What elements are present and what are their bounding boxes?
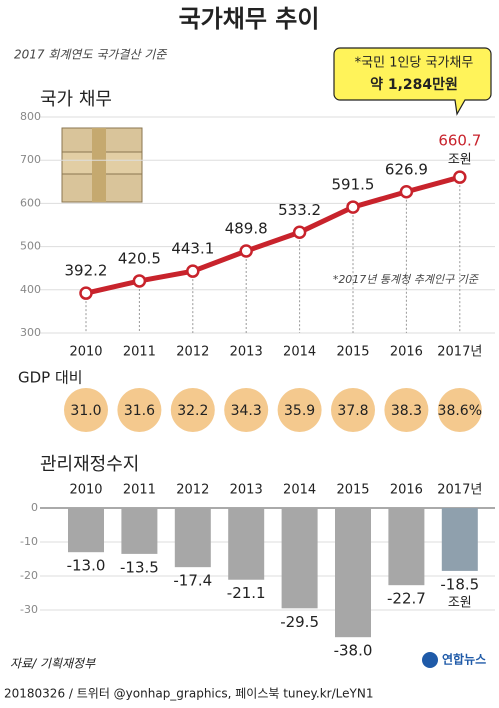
value-label: 420.5 <box>118 249 161 267</box>
x-tick-label: 2011 <box>123 483 156 498</box>
x-tick-label: 2016 <box>390 345 423 360</box>
callout-box <box>333 47 492 116</box>
y-tick-label: -20 <box>20 569 38 582</box>
logo-icon <box>422 652 438 668</box>
point <box>186 264 200 278</box>
x-tick-label: 2016 <box>390 483 423 498</box>
unit: 조원 <box>448 595 472 610</box>
section-title: 국가 채무 <box>40 89 112 110</box>
gdp-circle <box>117 388 162 432</box>
gdp-circle <box>64 388 108 432</box>
bar <box>281 508 318 609</box>
x-tick-label: 2011 <box>123 345 156 360</box>
y-tick-label: 0 <box>31 501 38 514</box>
point <box>346 200 360 214</box>
unit: 조원 <box>448 153 472 168</box>
value-label: 392.2 <box>65 262 108 280</box>
note: *2017년 통계청 추계인구 기준 <box>333 273 479 286</box>
subtitle: 2017 회계연도 국가결산 기준 <box>14 48 167 62</box>
value-label: 443.1 <box>171 240 214 258</box>
x-tick-label: 2012 <box>176 345 209 360</box>
point <box>399 185 414 199</box>
callout-line1: *국민 1인당 국가채무 <box>355 56 474 71</box>
x-tick-label: 2014 <box>283 483 316 498</box>
callout-line2: 약 1,284만원 <box>370 76 458 93</box>
money-icon <box>61 127 143 203</box>
y-tick-label: -10 <box>20 535 38 548</box>
bar <box>388 508 425 586</box>
value-label: 489.8 <box>225 220 268 238</box>
x-tick-label: 2015 <box>336 483 369 498</box>
bar <box>121 508 158 554</box>
gdp-label: 31.6 <box>124 403 155 419</box>
point <box>239 244 253 258</box>
value-label: 591.5 <box>332 176 375 194</box>
title: 국가채무 추이 <box>179 5 320 33</box>
gdp-label: 35.9 <box>284 403 315 419</box>
line <box>85 174 461 296</box>
x-tick-label: 2017년 <box>437 345 482 360</box>
x-tick-label: 2015 <box>336 345 369 360</box>
y-tick-label: 400 <box>20 283 41 296</box>
point <box>292 225 307 240</box>
bar <box>174 508 211 568</box>
x-tick-label: 2013 <box>230 345 263 360</box>
section-title: GDP 대비 <box>18 369 83 387</box>
value-label: -29.5 <box>280 613 319 631</box>
value-label: 660.7 <box>438 132 481 150</box>
gdp-label: 37.8 <box>337 403 368 419</box>
bar <box>228 508 265 580</box>
source: 자료/ 기획재정부 <box>10 657 96 671</box>
value-label: -21.1 <box>227 584 266 602</box>
x-tick-label: 2017년 <box>437 483 482 498</box>
bar <box>68 508 104 553</box>
value-label: 626.9 <box>385 160 428 178</box>
gdp-circle <box>224 388 269 432</box>
y-tick-label: 300 <box>20 326 41 339</box>
x-tick-label: 2014 <box>283 345 316 360</box>
footer: 20180326 / 트위터 @yonhap_graphics, 페이스북 tu… <box>4 687 373 701</box>
y-tick-label: -30 <box>20 603 38 616</box>
value-label: -38.0 <box>334 642 373 660</box>
gdp-circle <box>331 388 375 432</box>
y-tick-label: 700 <box>20 153 41 166</box>
gdp-circle <box>384 388 429 432</box>
section-title: 관리재정수지 <box>40 454 139 475</box>
gdp-circle <box>437 388 482 432</box>
value-label: -17.4 <box>173 572 212 590</box>
y-tick-label: 500 <box>20 240 41 253</box>
point <box>79 286 93 300</box>
logo: 연합뉴스 <box>442 652 486 667</box>
gdp-label: 34.3 <box>231 403 262 419</box>
x-tick-label: 2010 <box>69 345 102 360</box>
gdp-circle <box>170 388 215 432</box>
gdp-label: 38.3 <box>391 403 422 419</box>
x-tick-label: 2013 <box>230 483 263 498</box>
gdp-circle <box>277 388 322 432</box>
bar <box>335 508 371 638</box>
y-tick-label: 600 <box>20 196 41 209</box>
point <box>453 170 467 184</box>
point <box>132 274 147 288</box>
value-label: -22.7 <box>387 590 426 608</box>
y-tick-label: 800 <box>20 110 41 123</box>
x-tick-label: 2010 <box>69 483 102 498</box>
value-label: -13.0 <box>67 557 106 575</box>
x-tick-label: 2012 <box>176 483 209 498</box>
value-label: -13.5 <box>120 558 159 576</box>
gdp-label: 38.6% <box>438 403 482 419</box>
gdp-label: 32.2 <box>177 403 208 419</box>
bar <box>441 508 478 571</box>
value-label: 533.2 <box>278 201 321 219</box>
value-label: -18.5 <box>440 575 479 593</box>
gdp-label: 31.0 <box>70 403 101 419</box>
